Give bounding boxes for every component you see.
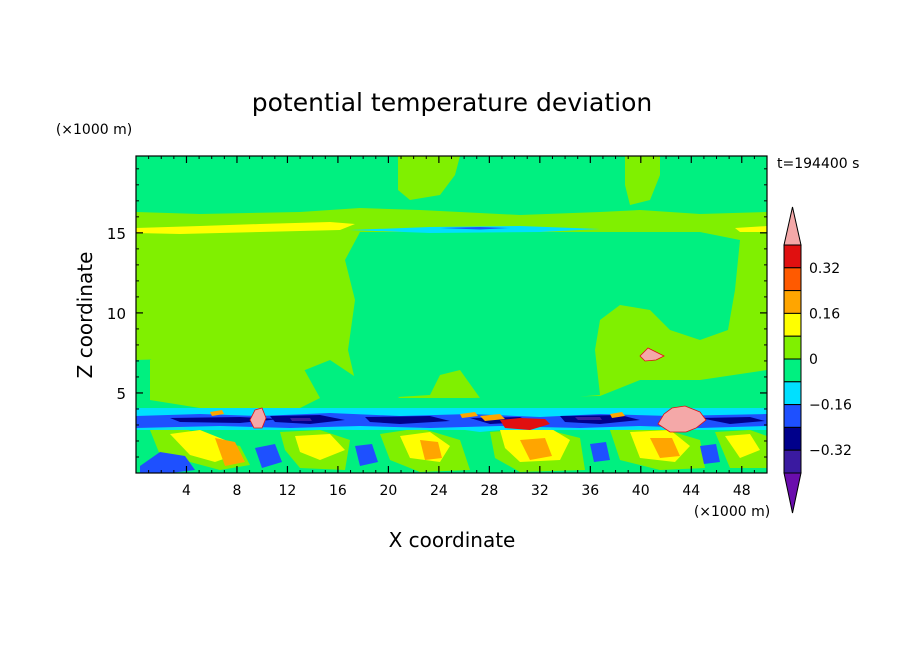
- time-label: t=194400 s: [777, 156, 859, 172]
- colorbar-band: [783, 381, 802, 406]
- hot-spot-43km: [657, 405, 707, 433]
- hot-spot-30km-orange: [460, 412, 505, 421]
- x-tick-label: 12: [279, 483, 297, 499]
- colorbar-band: [783, 335, 802, 360]
- x-tick-label: 32: [531, 483, 549, 499]
- bl-blue-1: [140, 452, 195, 473]
- neutral-blob-top-left: [136, 156, 400, 200]
- x-tick-label: 48: [733, 483, 751, 499]
- colorbar-label: −0.16: [809, 398, 852, 414]
- bl-orange-3: [520, 438, 552, 460]
- contour-field: [136, 156, 767, 473]
- hot-spot-8km: [249, 407, 267, 429]
- positive-blob-top-center: [398, 156, 460, 200]
- positive-blob-top-right: [625, 156, 660, 205]
- x-tick-label: 36: [581, 483, 599, 499]
- x-axis-label: X coordinate: [389, 528, 516, 552]
- colorbar-band: [783, 244, 802, 269]
- bl-orange-1: [215, 438, 245, 466]
- negative-core-15km: [440, 227, 510, 230]
- colorbar-label: −0.32: [809, 443, 852, 459]
- y-tick-label: 15: [107, 225, 126, 243]
- x-unit-label: (×1000 m): [694, 504, 770, 520]
- x-tick-label: 24: [430, 483, 448, 499]
- bl-orange-4: [650, 438, 680, 458]
- bl-blue-4: [590, 442, 610, 462]
- bl-blue-3: [355, 444, 378, 466]
- bl-orange-2: [420, 440, 442, 460]
- x-tick-label: 28: [480, 483, 498, 499]
- neutral-column-center: [345, 232, 740, 398]
- positive-layer-15km-right: [735, 226, 767, 232]
- y-tick-label: 10: [107, 305, 126, 323]
- y-axis: 5 10 15: [107, 168, 767, 458]
- colorbar-band: [783, 449, 802, 474]
- colorbar-band: [783, 358, 802, 383]
- colorbar-band: [783, 426, 802, 451]
- colorbar: 0.32 0.16 0 −0.16 −0.32: [783, 206, 852, 514]
- y-tick-label: 5: [116, 385, 126, 403]
- colorbar-band: [783, 312, 802, 337]
- colorbar-label: 0.16: [809, 306, 840, 322]
- bl-yellow-6: [725, 434, 760, 458]
- x-axis: 4 8 12 16 20 24 28 32 36 40 44 48: [148, 156, 755, 499]
- colorbar-extend-top: [783, 206, 802, 246]
- bl-blue-5: [700, 444, 720, 464]
- bl-blue-2: [255, 444, 282, 468]
- negative-layer-15km: [350, 226, 600, 233]
- x-tick-label: 16: [329, 483, 347, 499]
- x-tick-label: 40: [632, 483, 650, 499]
- x-tick-label: 8: [232, 483, 241, 499]
- chart-title: potential temperature deviation: [252, 88, 652, 117]
- y-axis-label: Z coordinate: [73, 252, 97, 379]
- x-tick-label: 20: [379, 483, 397, 499]
- colorbar-extend-bottom: [783, 472, 802, 514]
- hot-spot-30km: [500, 418, 550, 430]
- bl-yellow-1: [170, 430, 235, 462]
- positive-column-left: [150, 345, 320, 408]
- x-tick-label: 44: [682, 483, 700, 499]
- colorbar-band: [783, 290, 802, 314]
- colorbar-label: 0: [809, 352, 818, 368]
- colorbar-band: [783, 404, 802, 428]
- warm-patch-upper: [639, 347, 665, 362]
- x-tick-label: 4: [182, 483, 191, 499]
- y-unit-label: (×1000 m): [56, 122, 132, 138]
- positive-layer-15km: [136, 222, 355, 234]
- bl-yellow-2: [295, 434, 345, 460]
- colorbar-label: 0.32: [809, 261, 840, 277]
- colorbar-band: [783, 267, 802, 292]
